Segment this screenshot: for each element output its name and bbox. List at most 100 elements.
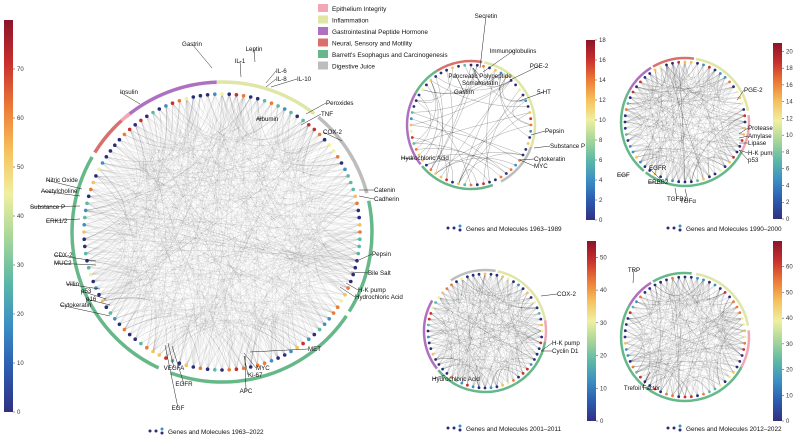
network-node [624,108,628,111]
label-leader-line [300,113,322,126]
panel-caption: Genes and Molecules 1990–2000 [666,224,782,233]
caption-dot-icon [458,424,462,428]
network-node [696,179,699,183]
network-node [718,72,722,75]
network-node [234,367,239,372]
network-node [301,118,305,123]
network-node [626,317,630,320]
label-leader-line [472,67,481,84]
network-node [94,174,98,178]
network-node [248,95,253,99]
network-node [97,292,101,297]
network-node [659,65,662,69]
network-node [339,161,344,165]
network-node [412,142,416,145]
network-node [689,180,693,184]
network-node [628,360,632,363]
category-arc [695,57,750,112]
network-node [677,180,681,184]
network-node [643,165,647,169]
network-node [322,322,327,327]
network-node [353,194,358,199]
network-node [671,179,674,183]
network-node [445,372,449,375]
node-label: MYC [256,365,270,372]
network-node [335,155,340,159]
network-node [631,365,635,369]
network-node [623,335,627,339]
network-node [331,311,336,315]
network-node [735,365,739,369]
label-leader-line [350,271,369,274]
nodes-layer [82,60,747,399]
network-node [82,223,86,227]
network-node [623,114,627,118]
label-leader-line [738,127,749,135]
network-node [295,114,300,119]
node-label: Substance P [550,143,585,150]
network-node [708,280,711,284]
network-node [351,272,356,277]
network-node [635,370,638,374]
network-node [241,93,246,98]
network-node [732,155,735,159]
caption-text: Genes and Molecules 1990–2000 [686,226,782,233]
network-node [648,72,652,75]
category-arc [436,59,483,72]
network-node [524,148,528,151]
network-node [477,272,481,276]
network-node [626,102,630,105]
category-arc [628,66,652,91]
network-node [471,273,475,277]
node-label: Cyclin D1 [552,348,579,355]
network-node [450,375,453,379]
network-node [104,305,109,310]
network-edges [427,273,543,389]
network-node [317,132,322,137]
category-arc [450,268,496,282]
colorbar-tick-label: 60 [786,265,793,271]
network-node [91,279,95,284]
label-leader-line [59,304,111,317]
label-leader-line [249,348,309,353]
network-node [683,180,687,184]
label-leader-line [253,48,256,63]
network-node [477,386,481,390]
label-leader-line [738,149,749,154]
network-node [631,90,635,94]
label-leader-line [45,179,83,190]
network-edges [624,61,746,183]
network-node [540,323,544,327]
network-node [356,251,361,256]
network-node [648,287,652,290]
network-node [702,278,705,282]
network-node [696,61,699,65]
edges-layer [83,61,746,398]
legend-label: Neural, Sensory and Motility [332,41,413,48]
colorbars: 0 10 20 30 40 50 60 70 0 2 4 6 8 10 12 14 16 18 0 2 4 6 8 10 12 1… [4,20,793,425]
node-label: Pepsin [545,128,564,135]
network-node [624,133,628,136]
node-label: Immunoglobulins [490,48,537,55]
network-node [434,75,438,78]
network-node [489,386,493,390]
network-node [466,383,469,387]
network-node [353,265,358,270]
network-node [82,237,86,241]
network-node [506,277,510,281]
network-node [489,272,493,276]
network-node [113,143,117,147]
network-node [434,172,438,175]
category-arc [652,271,692,283]
network-node [457,64,460,68]
category-arc [317,115,369,194]
node-label: IL-10 [297,76,312,83]
category-arc [70,156,160,370]
category-arcs [70,56,751,403]
label-leader-line [265,78,277,88]
network-node [659,280,662,284]
label-leader-line [632,269,635,284]
label-leader-line [53,254,97,262]
network-node [743,335,747,339]
colorbar-tick-label: 10 [600,386,607,392]
